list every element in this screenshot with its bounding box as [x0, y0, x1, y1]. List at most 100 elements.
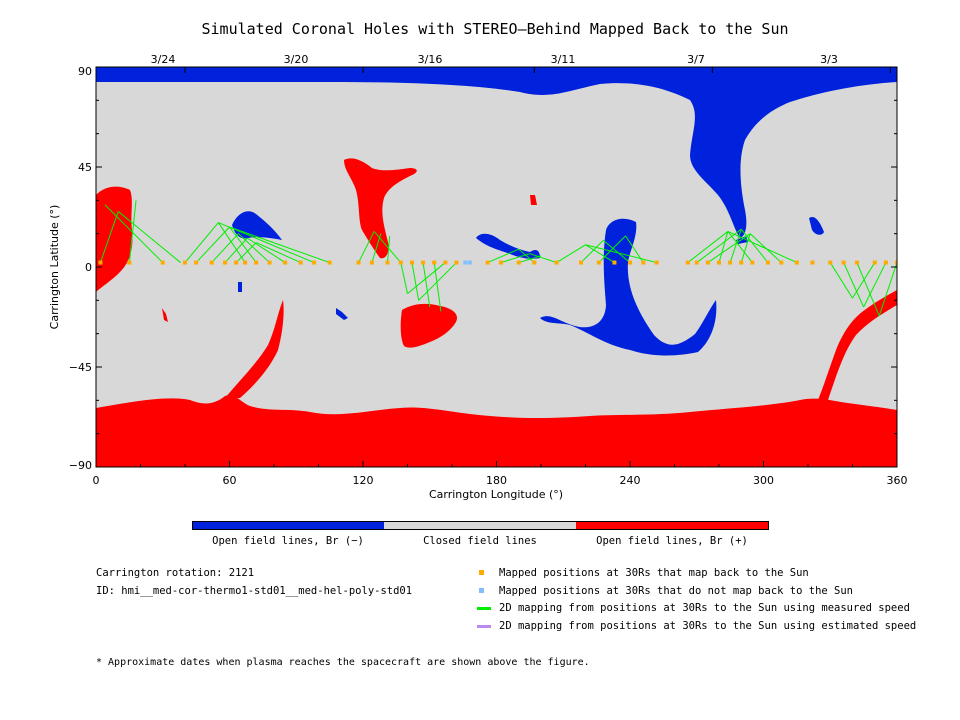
unmapped-footpoint — [463, 260, 468, 265]
x-tick-labels: 0 60 120 180 240 300 360 — [93, 474, 908, 487]
mapped-footpoint — [183, 260, 187, 265]
field-line — [99, 211, 119, 263]
negative-patch-near-325 — [809, 216, 824, 235]
field-line — [422, 262, 431, 308]
measured-speed-line-icon — [477, 607, 491, 610]
field-line — [852, 262, 876, 299]
top-date-label: 3/20 — [284, 53, 309, 66]
x-tick-label: 360 — [887, 474, 908, 487]
positive-patch-west-edge — [96, 186, 133, 292]
mapped-footpoint — [209, 260, 214, 265]
legend-label-measured: 2D mapping from positions at 30Rs to the… — [499, 602, 910, 614]
x-tick-label: 120 — [353, 474, 374, 487]
top-date-label: 3/16 — [418, 53, 443, 66]
mapped-footpoint — [267, 260, 272, 265]
figure-title: Simulated Coronal Holes with STEREO—Behi… — [201, 20, 789, 38]
field-line — [687, 231, 729, 263]
mapped-footpoint — [854, 260, 859, 265]
field-line — [729, 229, 742, 263]
footpoint-markers — [98, 260, 897, 265]
mapped-footpoint — [485, 260, 490, 265]
field-line — [386, 235, 391, 263]
field-line — [556, 244, 586, 263]
mapped-footpoint — [841, 260, 846, 265]
field-line — [602, 239, 631, 263]
mapped-footpoint — [254, 260, 259, 265]
mapped-footpoint — [443, 260, 448, 265]
mapped-footpoint — [409, 260, 414, 265]
negative-patch-small-1 — [238, 282, 242, 292]
field-line — [224, 237, 248, 263]
field-line — [117, 211, 181, 263]
unmapped-square-icon — [479, 588, 484, 593]
y-tick-labels: 90 45 0 −45 −90 — [69, 65, 92, 472]
x-tick-label: 60 — [223, 474, 237, 487]
positive-patch-near-145 — [400, 303, 458, 348]
field-line — [487, 248, 519, 264]
field-line — [400, 262, 408, 294]
positive-patch-small-2 — [162, 308, 168, 322]
mapped-footpoint — [872, 260, 877, 265]
field-line — [727, 231, 753, 263]
mapped-footpoint — [369, 260, 374, 265]
mapped-footpoint — [454, 260, 459, 265]
x-axis-label: Carrington Longitude (°) — [429, 488, 563, 501]
mapped-footpoint — [750, 260, 755, 265]
field-line — [235, 242, 257, 263]
mapped-footpoint — [223, 260, 228, 265]
mapped-footpoint — [498, 260, 503, 265]
mapped-footpoint — [654, 260, 659, 265]
top-date-label: 3/11 — [551, 53, 576, 66]
x-tick-label: 300 — [753, 474, 774, 487]
field-line — [373, 231, 402, 263]
field-line — [371, 233, 382, 263]
coronal-hole-map: 0 60 120 180 240 300 360 90 45 0 −45 −90… — [48, 53, 908, 501]
field-line — [407, 262, 446, 295]
mapped-footpoint — [641, 260, 646, 265]
field-line — [247, 237, 286, 263]
positive-patch-near-125 — [344, 158, 417, 259]
mapped-footpoint — [739, 260, 744, 265]
field-line — [184, 222, 219, 263]
mapped-footpoint — [298, 260, 303, 265]
field-line — [195, 226, 230, 263]
legend-label-mapped: Mapped positions at 30Rs that map back t… — [499, 567, 809, 579]
field-line — [585, 244, 657, 264]
south-polar-positive-region — [96, 395, 897, 467]
mapped-footpoint — [127, 260, 132, 265]
mapped-footpoint — [234, 260, 239, 265]
mapped-footpoint — [596, 260, 601, 265]
estimated-speed-line-icon — [477, 625, 491, 628]
field-line — [229, 226, 330, 264]
field-line — [696, 228, 742, 263]
colorbar-negative-label: Open field lines, Br (−) — [212, 535, 364, 547]
field-line — [856, 262, 880, 317]
field-line — [411, 262, 420, 301]
field-line — [104, 204, 164, 263]
x-tick-label: 240 — [620, 474, 641, 487]
colorbar-positive-label: Open field lines, Br (+) — [596, 535, 748, 547]
field-line — [580, 239, 604, 263]
legend-label-estimated: 2D mapping from positions at 30Rs to the… — [499, 620, 917, 632]
north-polar-negative-region — [96, 67, 897, 238]
mapped-footpoint — [98, 260, 103, 265]
field-line — [585, 244, 615, 263]
field-line — [211, 233, 239, 263]
mapped-footpoint — [160, 260, 165, 265]
mapped-footpoint — [765, 260, 770, 265]
mapped-square-icon — [479, 570, 484, 575]
legend-label-unmapped: Mapped positions at 30Rs that do not map… — [499, 585, 854, 597]
field-line — [598, 235, 626, 263]
mapped-footpoint — [685, 260, 690, 265]
field-line — [128, 200, 137, 263]
mapped-footpoint — [883, 260, 888, 265]
field-line — [255, 242, 301, 264]
field-line — [418, 262, 457, 301]
mapped-footpoint — [421, 260, 426, 265]
mapped-footpoint — [628, 260, 632, 265]
mapped-footpoint — [717, 260, 721, 265]
axis-ticks — [95, 66, 898, 468]
field-line — [740, 228, 769, 263]
colorbar-closed-label: Closed field lines — [423, 535, 537, 547]
mapped-footpoint — [312, 260, 317, 265]
